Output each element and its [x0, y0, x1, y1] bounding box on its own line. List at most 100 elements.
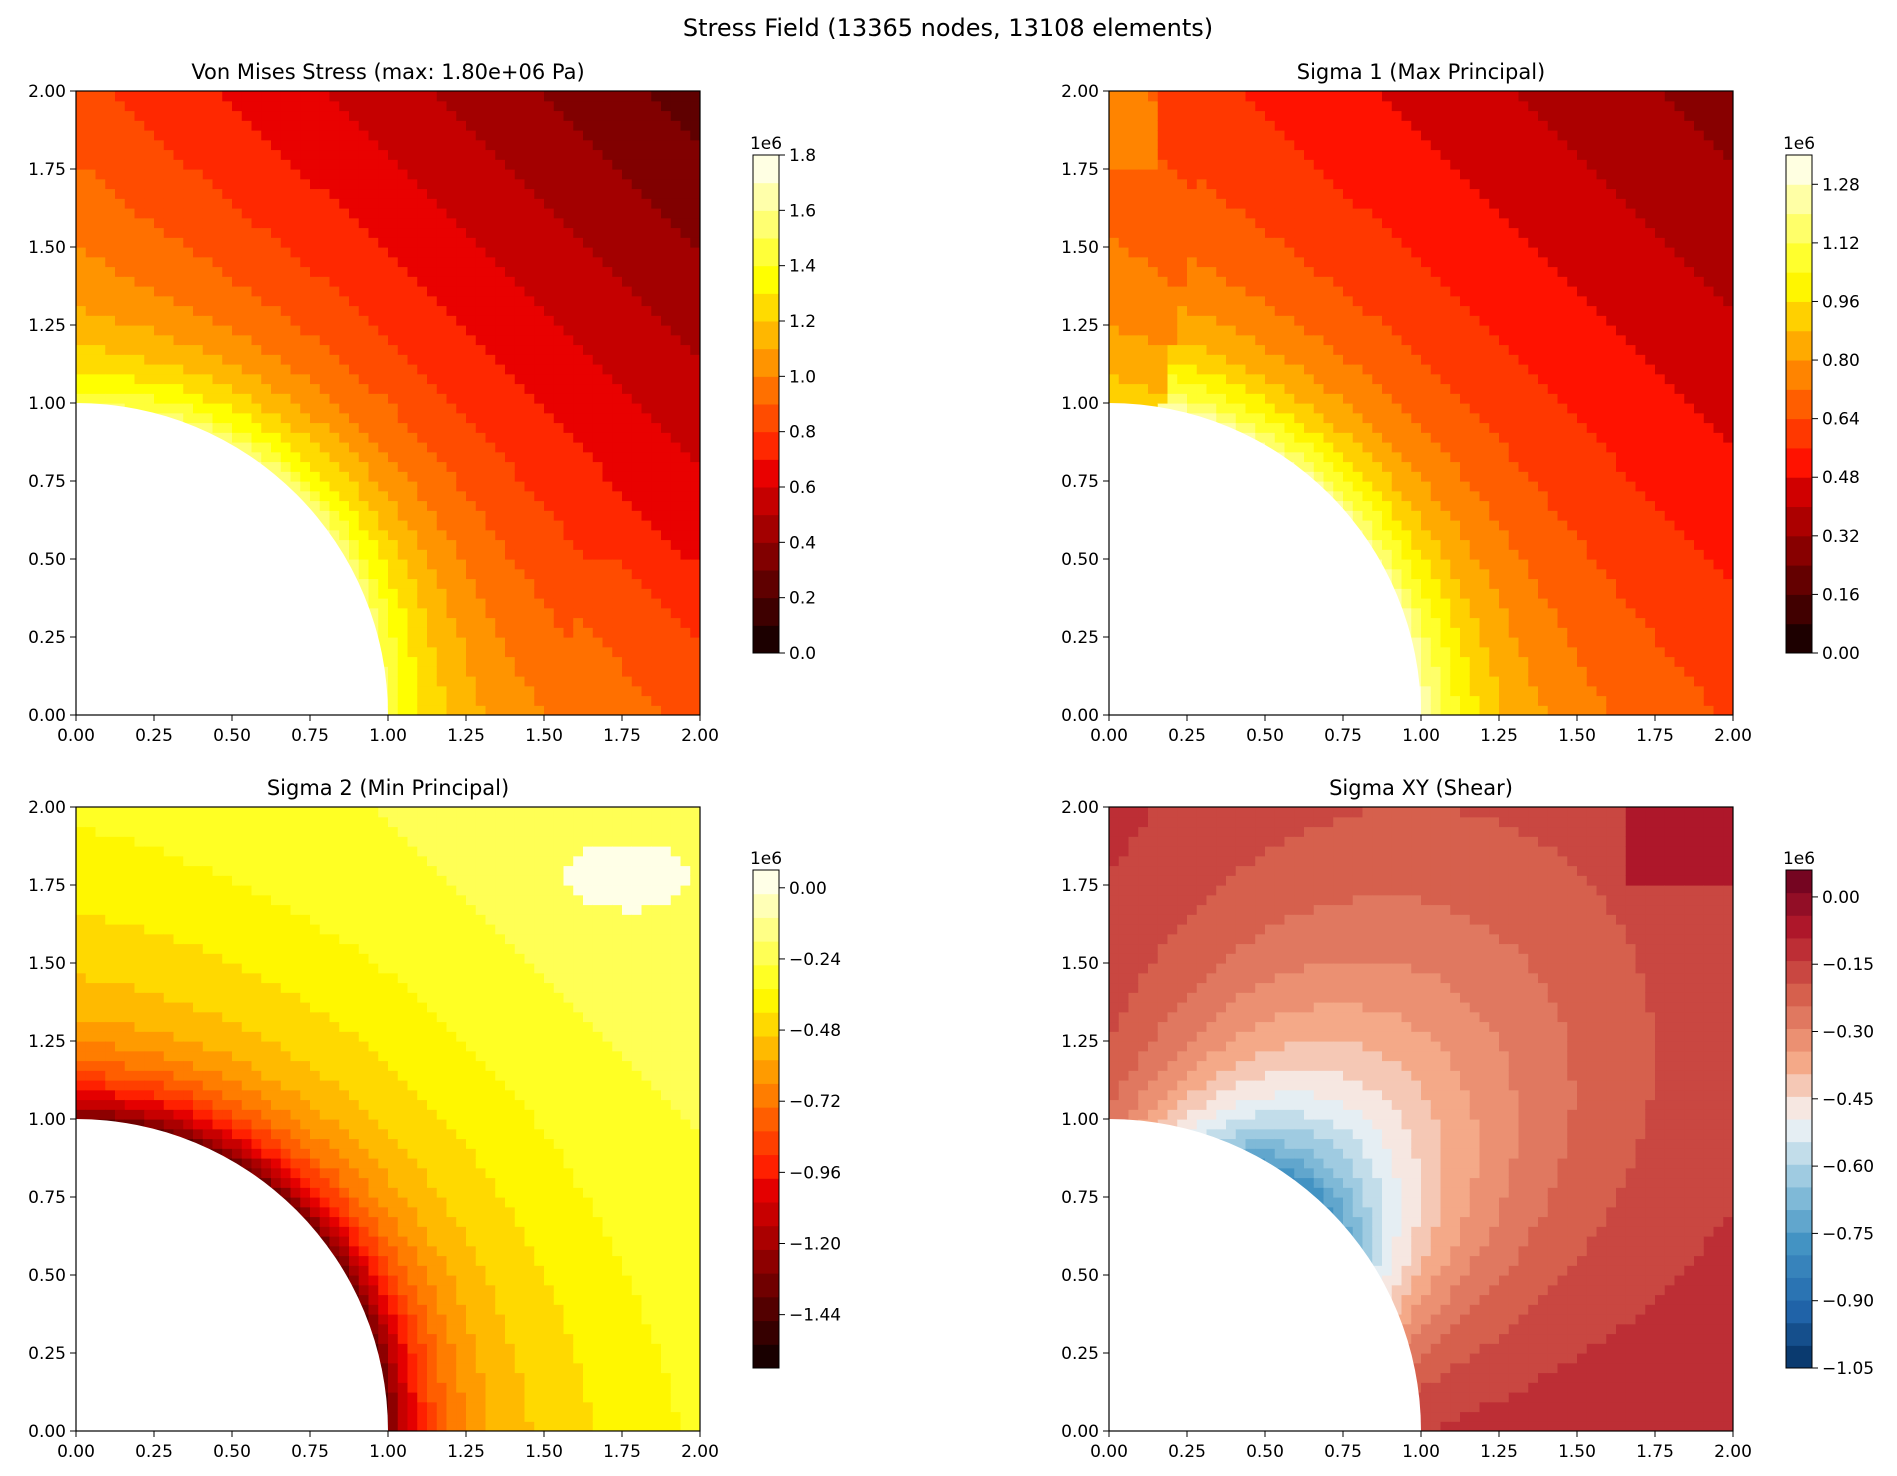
colorbar-level [753, 988, 779, 1013]
x-tick-label: 0.75 [291, 726, 329, 746]
x-tick-label: 0.00 [1090, 726, 1128, 746]
colorbar-tick-label: −1.05 [1822, 1359, 1874, 1379]
colorbar-level [1786, 937, 1812, 962]
colorbar-tick-label: −0.75 [1822, 1224, 1874, 1244]
hole-region [1109, 1119, 1421, 1431]
colorbar-tick-label: −0.72 [789, 1092, 841, 1112]
colorbar-level [753, 1225, 779, 1250]
colorbar-tick-label: 1.6 [789, 201, 816, 221]
colorbar-level [1786, 1096, 1812, 1120]
colorbar-tick-label: 0.16 [1822, 585, 1860, 605]
colorbar-tick-label: −0.45 [1822, 1090, 1874, 1110]
colorbar-level [753, 182, 779, 211]
x-tick-label: 0.25 [135, 726, 173, 746]
colorbar-level [753, 376, 779, 405]
colorbar-tick-label: −0.96 [789, 1163, 841, 1183]
x-tick-label: 1.25 [447, 1442, 485, 1462]
x-tick-label: 0.25 [135, 1442, 173, 1462]
colorbar-level [753, 1273, 779, 1298]
colorbar-level [753, 1130, 779, 1156]
colorbar-level [753, 1059, 779, 1084]
colorbar-level [1786, 623, 1812, 654]
colorbar-tick-label: 1.2 [789, 312, 816, 332]
colorbar-level [753, 964, 779, 990]
colorbar-level [1786, 1209, 1812, 1233]
x-tick-label: 1.50 [1558, 726, 1596, 746]
colorbar-level [1786, 1141, 1812, 1165]
colorbar-level [753, 625, 779, 654]
y-tick-label: 1.25 [28, 316, 66, 336]
colorbar-level [1786, 870, 1812, 894]
y-tick-label: 1.50 [28, 954, 66, 974]
colorbar-multiplier: 1e6 [750, 134, 782, 154]
colorbar-level [753, 487, 779, 516]
y-tick-label: 0.75 [1061, 1188, 1099, 1208]
subplot-3: 0.00 0.25 0.50 0.75 1.00 1.25 1.50 1.75 2.00 0.00… [28, 776, 841, 1462]
colorbar-tick-label: 0.96 [1822, 292, 1860, 312]
colorbar-level [753, 293, 779, 322]
x-tick-label: 1.75 [1636, 1442, 1674, 1462]
y-tick-label: 0.75 [28, 472, 66, 492]
x-tick-label: 1.75 [603, 726, 641, 746]
subplot-2: 0.00 0.25 0.50 0.75 1.00 1.25 1.50 1.75 2.00 0.00… [1061, 60, 1860, 746]
colorbar-level [1786, 1186, 1812, 1211]
colorbar-level [753, 348, 779, 377]
colorbar-level [1786, 1232, 1812, 1256]
colorbar-level [753, 1107, 779, 1132]
colorbar-level [753, 1344, 779, 1369]
colorbar-level [1786, 960, 1812, 984]
colorbar-level [753, 459, 779, 488]
colorbar-level [753, 1154, 779, 1179]
colorbar-tick-label: 0.00 [1822, 644, 1860, 664]
colorbar-level [753, 1178, 779, 1203]
colorbar-level [753, 597, 779, 626]
colorbar-level [1786, 565, 1812, 595]
y-tick-label: 0.25 [1061, 628, 1099, 648]
colorbar-tick-label: −0.60 [1822, 1157, 1874, 1177]
colorbar-tick-label: 0.48 [1822, 468, 1860, 488]
colorbar-level [753, 1296, 779, 1322]
x-tick-label: 0.25 [1168, 726, 1206, 746]
colorbar-tick-label: 0.80 [1822, 351, 1860, 371]
y-tick-label: 2.00 [28, 798, 66, 818]
colorbar-level [753, 155, 779, 184]
figure-suptitle: Stress Field (13365 nodes, 13108 element… [683, 14, 1213, 42]
colorbar-level [753, 570, 779, 599]
y-tick-label: 1.50 [1061, 238, 1099, 258]
colorbar-level [1786, 1300, 1812, 1324]
colorbar-level [1786, 389, 1812, 420]
x-tick-label: 1.00 [369, 726, 407, 746]
x-tick-label: 0.00 [57, 1442, 95, 1462]
y-tick-label: 1.00 [28, 1110, 66, 1130]
hole-region [1109, 403, 1421, 715]
x-tick-label: 1.50 [525, 726, 563, 746]
y-tick-label: 1.75 [1061, 876, 1099, 896]
colorbar-4: −1.05 −0.90 −0.75 −0.60 −0.45 −0.30 −0.15 0.00 1… [1783, 849, 1874, 1379]
x-tick-label: 0.25 [1168, 1442, 1206, 1462]
colorbar-1: 0.0 0.2 0.4 0.6 0.8 1.0 1.2 1.4 1.6 1.8 1e6 [750, 134, 816, 664]
colorbar-level [753, 542, 779, 571]
colorbar-level [753, 238, 779, 267]
colorbar-tick-label: 1.28 [1822, 175, 1860, 195]
x-tick-label: 0.00 [57, 726, 95, 746]
colorbar-tick-label: 1.12 [1822, 234, 1860, 254]
colorbar-level [753, 917, 779, 942]
x-tick-label: 1.25 [1480, 1442, 1518, 1462]
colorbar-level [1786, 915, 1812, 939]
colorbar-level [753, 1249, 779, 1274]
y-tick-label: 0.75 [28, 1188, 66, 1208]
colorbar-level [1786, 1073, 1812, 1097]
subplot-title: Von Mises Stress (max: 1.80e+06 Pa) [191, 60, 584, 84]
colorbar-level [1786, 1051, 1812, 1075]
y-tick-label: 1.00 [28, 394, 66, 414]
colorbar-level [1786, 892, 1812, 916]
colorbar-level [753, 870, 779, 895]
colorbar-tick-label: 1.0 [789, 367, 816, 387]
colorbar-multiplier: 1e6 [1783, 849, 1815, 869]
colorbar-level [753, 941, 779, 966]
colorbar-level [1786, 1277, 1812, 1301]
y-tick-label: 0.50 [1061, 550, 1099, 570]
y-tick-label: 0.25 [28, 1344, 66, 1364]
y-tick-label: 0.00 [1061, 1422, 1099, 1442]
y-tick-label: 2.00 [28, 82, 66, 102]
